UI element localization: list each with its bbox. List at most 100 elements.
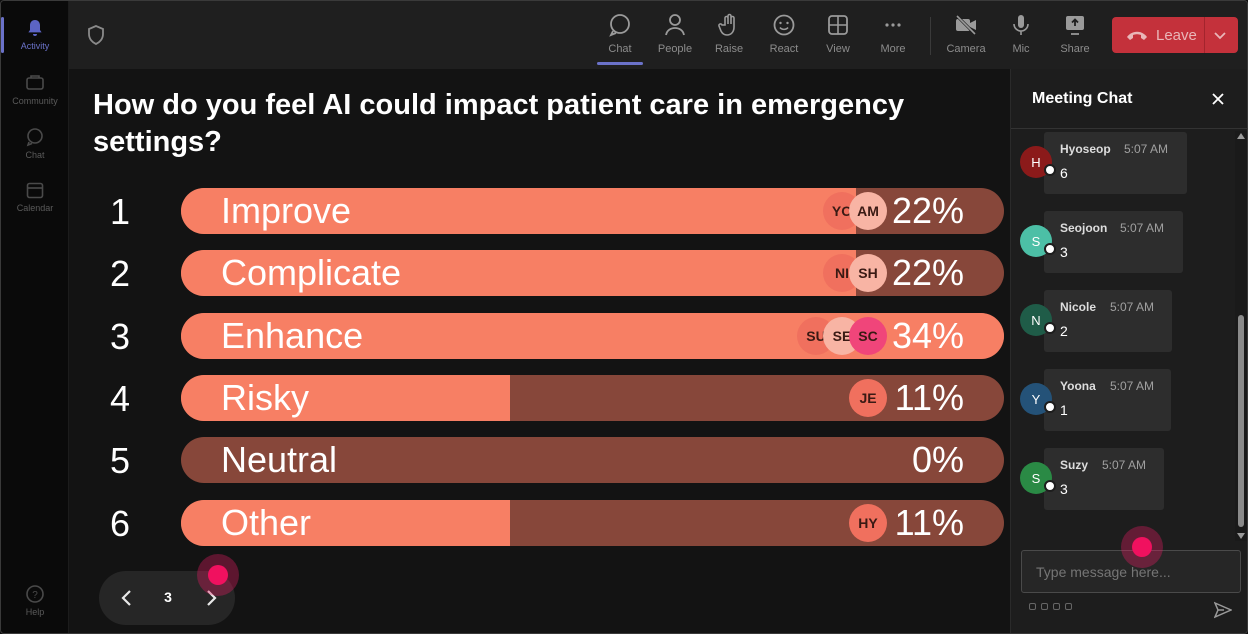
result-bar-fill xyxy=(181,374,511,421)
chat-button-label: Chat xyxy=(608,43,632,55)
chat-message: Yoona 5:07 AM 1 Y xyxy=(1011,369,1236,433)
option-label: Improve xyxy=(221,190,352,231)
sender-name: Nicole xyxy=(1060,300,1097,314)
leave-divider xyxy=(1204,17,1205,53)
scroll-up-arrow[interactable] xyxy=(1237,133,1245,139)
rail-item-label: Calendar xyxy=(16,202,54,213)
chevron-right-icon[interactable] xyxy=(201,588,221,608)
result-bar: Neutral 0% xyxy=(181,437,1004,484)
people-button-label: People xyxy=(657,43,693,55)
poll-question: How do you feel AI could impact patient … xyxy=(93,89,905,158)
presence-status-icon xyxy=(1044,243,1056,255)
attach-icon[interactable] xyxy=(1041,603,1048,610)
click-indicator xyxy=(197,554,239,596)
click-indicator xyxy=(1121,526,1163,568)
svg-text:?: ? xyxy=(32,590,38,601)
help-icon: ? xyxy=(26,584,44,603)
chat-message: Hyoseop 5:07 AM 6 H xyxy=(1011,132,1236,196)
ellipsis-icon xyxy=(885,23,901,27)
meeting-toolbar: Chat People Raise React View More Camera xyxy=(69,1,1247,69)
option-label: Neutral xyxy=(221,439,338,481)
emoji-icon[interactable] xyxy=(1053,603,1060,610)
app-rail: Activity Community Chat Calendar ? Help xyxy=(1,1,69,633)
presence-status-icon xyxy=(1044,164,1056,176)
voter-avatar: JE xyxy=(849,378,887,417)
camera-off-icon xyxy=(955,14,977,36)
share-button-label: Share xyxy=(1060,43,1090,55)
more-button[interactable]: More xyxy=(870,11,916,61)
poll-pager: 3 xyxy=(99,571,235,625)
smiley-icon xyxy=(773,14,795,36)
rail-item-help[interactable]: ? Help xyxy=(1,575,69,625)
send-icon[interactable] xyxy=(1214,601,1232,619)
option-percent: 11% xyxy=(894,501,964,543)
close-icon[interactable] xyxy=(1211,92,1225,106)
voter-avatars: YO AM xyxy=(823,192,887,230)
scroll-down-arrow[interactable] xyxy=(1237,533,1245,539)
shield-icon[interactable] xyxy=(87,25,105,45)
rail-item-calendar[interactable]: Calendar xyxy=(1,171,69,221)
message-time: 5:07 AM xyxy=(1124,142,1169,156)
hand-icon xyxy=(718,13,735,36)
sender-name: Seojoon xyxy=(1060,221,1108,235)
sender-name: Yoona xyxy=(1060,379,1096,393)
chat-button[interactable]: Chat xyxy=(597,11,643,65)
voter-avatars: NI SH xyxy=(823,254,887,293)
scroll-thumb[interactable] xyxy=(1238,315,1244,527)
poll-option-row: 1 Improve YO AM 22% xyxy=(69,188,1010,234)
chevron-down-icon[interactable] xyxy=(1213,28,1227,42)
result-bar: Complicate NI SH 22% xyxy=(181,250,1004,297)
option-percent: 34% xyxy=(891,314,964,356)
message-text: 3 xyxy=(1060,481,1068,497)
toolbar-divider xyxy=(930,17,931,55)
gif-icon[interactable] xyxy=(1065,603,1072,610)
option-label: Risky xyxy=(221,376,309,418)
rail-item-community[interactable]: Community xyxy=(1,64,69,114)
page-number: 3 xyxy=(164,589,172,605)
mic-button[interactable]: Mic xyxy=(998,11,1044,61)
voter-avatar: SH xyxy=(849,254,887,293)
chat-header: Meeting Chat xyxy=(1011,69,1247,129)
grid-view-icon xyxy=(828,15,848,35)
person-icon xyxy=(665,14,685,36)
format-icon[interactable] xyxy=(1029,603,1036,610)
voter-avatar: SC xyxy=(849,316,887,355)
share-button[interactable]: Share xyxy=(1052,11,1098,61)
leave-button[interactable]: Leave xyxy=(1112,17,1238,53)
bell-icon xyxy=(28,19,42,36)
result-bar: Other HY 11% xyxy=(181,499,1004,546)
chevron-left-icon[interactable] xyxy=(117,588,137,608)
leave-button-label: Leave xyxy=(1156,26,1197,44)
voter-avatars: HY xyxy=(849,503,887,542)
option-percent: 0% xyxy=(911,439,964,481)
chat-scrollbar[interactable] xyxy=(1235,131,1247,541)
rail-item-label: Community xyxy=(12,95,58,106)
result-bar: Improve YO AM 22% xyxy=(181,188,1004,234)
react-button[interactable]: React xyxy=(761,11,807,61)
result-bar-fill xyxy=(181,250,856,297)
raise-hand-button[interactable]: Raise xyxy=(706,11,752,61)
chat-message-input[interactable] xyxy=(1021,550,1241,593)
people-button[interactable]: People xyxy=(652,11,698,61)
chat-message: Nicole 5:07 AM 2 N xyxy=(1011,290,1236,354)
rail-item-chat[interactable]: Chat xyxy=(1,118,69,168)
message-time: 5:07 AM xyxy=(1110,379,1155,393)
chat-message: Seojoon 5:07 AM 3 S xyxy=(1011,211,1236,275)
view-button[interactable]: View xyxy=(815,11,861,61)
voter-avatar: AM xyxy=(849,192,887,230)
message-text: 6 xyxy=(1060,165,1068,181)
result-bar: Enhance SU SE SC 34% xyxy=(181,312,1004,359)
chat-message: Suzy 5:07 AM 3 S xyxy=(1011,448,1236,512)
presence-status-icon xyxy=(1044,322,1056,334)
compose-tools xyxy=(1029,603,1072,615)
meeting-chat-panel: Meeting Chat Hyoseop 5:07 AM 6 H Seojoon 5:07… xyxy=(1010,69,1247,633)
message-time: 5:07 AM xyxy=(1110,300,1155,314)
message-text: 3 xyxy=(1060,244,1068,260)
microphone-icon xyxy=(1013,15,1029,35)
more-button-label: More xyxy=(880,43,906,55)
sender-name: Hyoseop xyxy=(1060,142,1111,156)
camera-button[interactable]: Camera xyxy=(943,11,989,61)
chat-bubble-icon xyxy=(26,127,43,146)
rail-item-activity[interactable]: Activity xyxy=(1,9,69,59)
